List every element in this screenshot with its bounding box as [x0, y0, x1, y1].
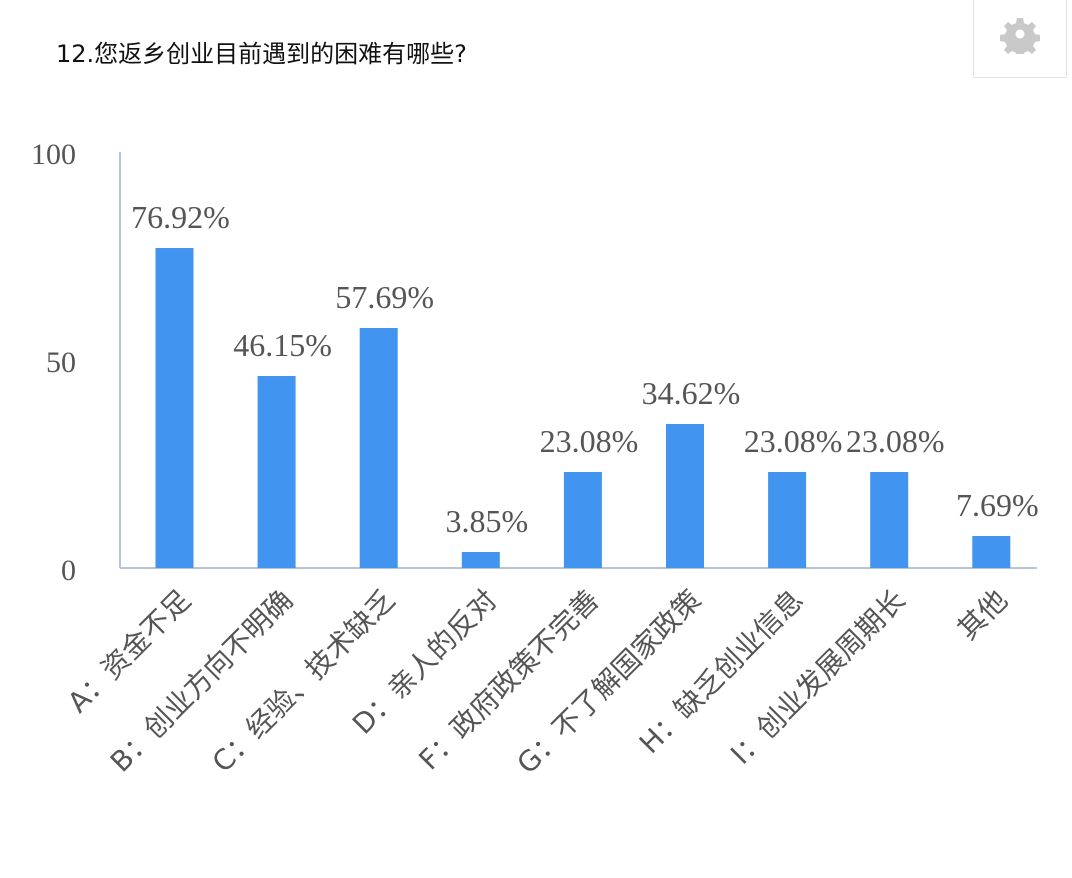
bar — [666, 423, 704, 568]
bar — [359, 328, 398, 568]
y-tick-label: 50 — [46, 346, 76, 379]
x-tick-label: C：经验、技术缺乏 — [206, 583, 402, 779]
data-label: 57.69% — [335, 279, 434, 315]
data-label: 76.92% — [131, 199, 230, 235]
x-tick-label: F：政府政策不完善 — [412, 583, 605, 776]
y-tick-label: 100 — [31, 138, 76, 171]
bar — [972, 536, 1011, 568]
data-label: 46.15% — [233, 327, 332, 363]
data-label: 7.69% — [956, 487, 1039, 523]
page-title: 12.您返乡创业目前遇到的困难有哪些? — [56, 40, 467, 68]
data-label: 3.85% — [445, 503, 528, 539]
bar — [257, 376, 296, 568]
x-tick-label: B：创业方向不明确 — [104, 583, 299, 778]
data-label: 34.62% — [642, 375, 741, 411]
bar — [870, 471, 909, 568]
bar — [768, 471, 807, 568]
bar — [461, 551, 500, 568]
bar — [563, 471, 602, 568]
data-label: 23.08% — [540, 423, 639, 459]
gear-icon — [1000, 18, 1040, 54]
data-label: 23.08% — [744, 423, 843, 459]
bar — [155, 248, 194, 568]
y-tick-label: 0 — [61, 554, 76, 587]
data-label: 23.08% — [846, 423, 945, 459]
settings-button[interactable] — [973, 0, 1067, 78]
x-tick-label: G：不了解国家政策 — [511, 583, 708, 780]
x-tick-label: I：创业发展周期长 — [724, 583, 912, 771]
x-tick-label: 其他 — [951, 583, 1014, 646]
